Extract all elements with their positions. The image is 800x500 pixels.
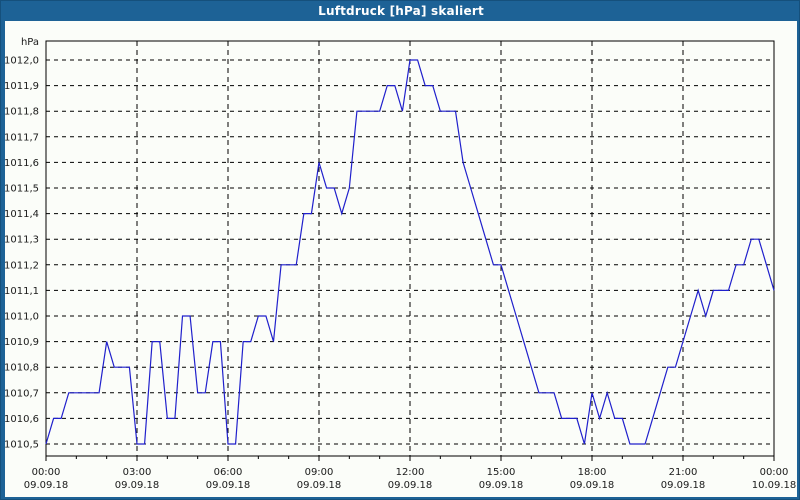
y-tick-label: 1011,1 xyxy=(5,286,39,297)
y-tick-label: 1011,6 xyxy=(5,158,39,169)
window-title: Luftdruck [hPa] skaliert xyxy=(318,4,484,18)
y-tick-label: 1011,4 xyxy=(5,209,39,220)
window-titlebar: Luftdruck [hPa] skaliert xyxy=(1,1,799,21)
y-tick-label: 1010,9 xyxy=(5,337,39,348)
x-tick-date-label: 09.09.18 xyxy=(115,480,160,491)
chart-canvas: 1012,0 1011,9 1011,8 1011,7 1011,6 1011,5 1011… xyxy=(5,21,797,497)
y-tick-label: 1011,5 xyxy=(5,184,39,195)
x-tick-date-label: 09.09.18 xyxy=(388,480,433,491)
y-axis-unit-label: hPa xyxy=(21,37,39,48)
x-tick-time-label: 15:00 xyxy=(487,467,516,478)
y-tick-label: 1012,0 xyxy=(5,56,39,67)
y-tick-label: 1011,8 xyxy=(5,107,39,118)
x-tick-time-label: 18:00 xyxy=(578,467,607,478)
y-tick-label: 1011,3 xyxy=(5,235,39,246)
plot-axis-frame xyxy=(45,40,775,457)
x-tick-time-label: 00:00 xyxy=(760,467,789,478)
y-tick-label: 1010,6 xyxy=(5,414,39,425)
x-tick-date-label: 10.09.18 xyxy=(752,480,797,491)
y-tick-label: 1011,7 xyxy=(5,132,39,143)
x-axis-tick-labels: 00:00 09.09.18 03:00 09.09.18 06:00 09.09.18 0… xyxy=(24,467,797,491)
x-tick-time-label: 09:00 xyxy=(305,467,334,478)
x-tick-date-label: 09.09.18 xyxy=(206,480,251,491)
x-tick-time-label: 03:00 xyxy=(123,467,152,478)
x-tick-date-label: 09.09.18 xyxy=(479,480,524,491)
y-tick-label: 1010,5 xyxy=(5,440,39,451)
y-tick-label: 1011,2 xyxy=(5,260,39,271)
y-axis-tick-labels: 1012,0 1011,9 1011,8 1011,7 1011,6 1011,5 1011… xyxy=(5,56,39,451)
y-tick-label: 1010,8 xyxy=(5,363,39,374)
plot-background xyxy=(5,21,797,497)
y-tick-label: 1011,0 xyxy=(5,312,39,323)
pressure-line-chart: 1012,0 1011,9 1011,8 1011,7 1011,6 1011,5 1011… xyxy=(5,21,797,497)
x-tick-date-label: 09.09.18 xyxy=(661,480,706,491)
x-tick-time-label: 06:00 xyxy=(214,467,243,478)
pressure-data-line xyxy=(45,59,775,445)
x-tick-time-label: 21:00 xyxy=(669,467,698,478)
y-tick-label: 1010,7 xyxy=(5,388,39,399)
x-tick-time-label: 12:00 xyxy=(396,467,425,478)
x-tick-date-label: 09.09.18 xyxy=(24,480,69,491)
x-tick-date-label: 09.09.18 xyxy=(297,480,342,491)
x-tick-date-label: 09.09.18 xyxy=(570,480,615,491)
x-tick-time-label: 00:00 xyxy=(32,467,61,478)
y-tick-label: 1011,9 xyxy=(5,81,39,92)
